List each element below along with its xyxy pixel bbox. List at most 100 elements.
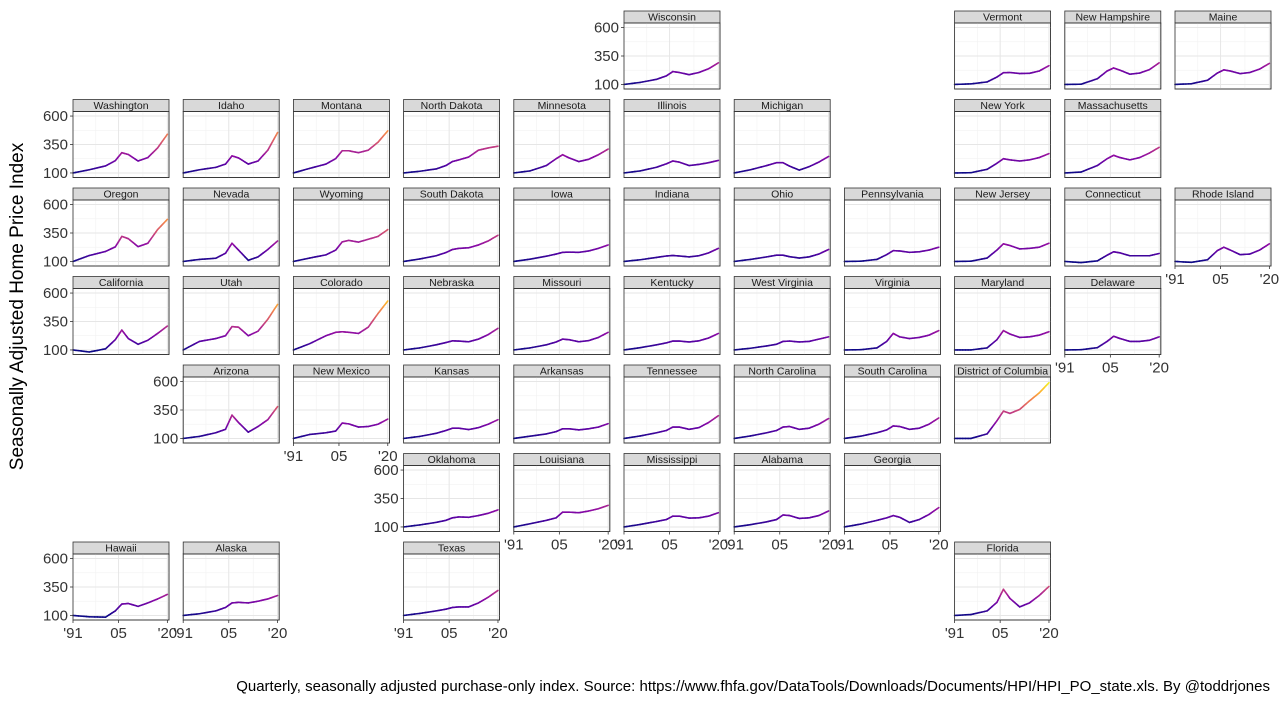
- series-line-segment: [1046, 381, 1050, 386]
- facet-label: New Hampshire: [1075, 12, 1150, 24]
- facet-label: Washington: [93, 100, 148, 112]
- panel-missouri: Missouri: [512, 276, 611, 355]
- x-tick-label: 05: [441, 625, 458, 642]
- panel-border: [733, 465, 831, 532]
- facet-label: California: [99, 277, 144, 289]
- panel-massachusetts: Massachusetts: [1064, 99, 1162, 178]
- facet-label: Arkansas: [540, 366, 584, 378]
- x-tick-label: '91: [63, 625, 83, 642]
- panel-border: [733, 199, 831, 267]
- x-tick-label: 05: [992, 625, 1009, 642]
- panel-border: [182, 553, 280, 621]
- y-tick-label: 350: [43, 314, 68, 331]
- panel-delaware: Delaware: [1064, 276, 1162, 355]
- series-line-segment: [936, 506, 940, 510]
- panel-mississippi: Mississippi: [623, 453, 721, 532]
- series-line-segment: [164, 133, 169, 138]
- facet-label: Hawaii: [105, 543, 137, 555]
- series-line-segment: [385, 300, 389, 304]
- facet-label: Pennsylvania: [861, 189, 924, 201]
- panel-border: [182, 288, 280, 355]
- facet-label: Wyoming: [320, 189, 364, 201]
- facet-label: West Virginia: [751, 277, 813, 289]
- x-tick-label: '91: [504, 537, 524, 554]
- series-line-segment: [1046, 330, 1050, 334]
- series-line-segment: [605, 148, 609, 151]
- panel-border: [403, 288, 501, 355]
- facet-label: Florida: [987, 543, 1019, 555]
- panel-border: [513, 376, 611, 444]
- panel-border: [292, 376, 390, 444]
- panel-border: [1174, 199, 1272, 267]
- panel-border: [954, 553, 1051, 621]
- panel-virginia: Virginia: [843, 276, 941, 355]
- facet-label: Montana: [321, 100, 362, 112]
- series-line-segment: [605, 422, 609, 426]
- facet-label: Alaska: [215, 543, 247, 555]
- facet-label: Georgia: [874, 454, 912, 466]
- series-line-segment: [275, 240, 279, 244]
- x-tick-label: 05: [1212, 271, 1229, 288]
- series-line-segment: [936, 417, 940, 420]
- facet-label: Connecticut: [1085, 189, 1141, 201]
- facet-label: Vermont: [983, 12, 1022, 24]
- y-tick-label: 100: [43, 342, 68, 359]
- series-line-segment: [826, 510, 830, 513]
- series-line-segment: [1266, 62, 1271, 66]
- series-line-segment: [1156, 146, 1160, 150]
- panel-illinois: Illinois: [623, 99, 721, 178]
- panel-nebraska: Nebraska: [402, 276, 501, 355]
- x-tick-label: '20: [1260, 271, 1280, 288]
- facet-label: Utah: [220, 277, 242, 289]
- x-tick-label: '20: [1149, 360, 1169, 377]
- panel-border: [1064, 22, 1162, 90]
- facet-label: Nebraska: [429, 277, 474, 289]
- x-tick-label: '91: [394, 625, 414, 642]
- panel-maine: Maine: [1174, 10, 1272, 90]
- panel-district-of-columbia: District of Columbia: [953, 364, 1051, 444]
- panel-border: [623, 111, 721, 178]
- x-tick-label: '91: [1055, 360, 1075, 377]
- panel-arizona: Arizona: [182, 364, 280, 444]
- panel-border: [844, 376, 941, 444]
- series-line-segment: [715, 511, 720, 515]
- panel-border: [1064, 111, 1162, 178]
- series-line-segment: [715, 414, 720, 418]
- facet-label: Colorado: [320, 277, 363, 289]
- facet-label: Rhode Island: [1192, 189, 1254, 201]
- x-tick-label: '91: [1165, 271, 1185, 288]
- series-line-segment: [605, 504, 609, 507]
- facet-label: Wisconsin: [648, 12, 696, 24]
- panel-hawaii: Hawaii: [72, 541, 170, 621]
- panel-border: [1174, 22, 1272, 90]
- facet-label: Illinois: [657, 100, 686, 112]
- facet-label: South Dakota: [420, 189, 484, 201]
- panel-alaska: Alaska: [182, 541, 280, 621]
- panel-vermont: Vermont: [953, 10, 1051, 90]
- panel-colorado: Colorado: [292, 276, 390, 355]
- panel-border: [623, 465, 721, 532]
- y-tick-label: 100: [43, 165, 68, 182]
- panel-utah: Utah: [182, 276, 280, 355]
- series-line-segment: [495, 234, 499, 238]
- facet-label: Kentucky: [650, 277, 694, 289]
- panel-border: [182, 199, 280, 267]
- series-line-segment: [1156, 62, 1160, 65]
- x-tick-label: '91: [945, 625, 965, 642]
- facet-label: New Mexico: [313, 366, 370, 378]
- facet-label: Texas: [438, 543, 465, 555]
- series-line-segment: [1046, 64, 1050, 68]
- y-tick-label: 350: [374, 491, 399, 508]
- x-tick-label: '20: [819, 537, 839, 554]
- panel-idaho: Idaho: [182, 99, 280, 178]
- panel-border: [403, 553, 501, 621]
- facet-label: North Dakota: [421, 100, 483, 112]
- facet-label: Alabama: [761, 454, 803, 466]
- panel-border: [623, 288, 721, 355]
- panel-oregon: Oregon: [72, 187, 170, 267]
- panel-georgia: Georgia: [843, 453, 941, 532]
- series-line-segment: [1046, 152, 1050, 156]
- panel-border: [954, 111, 1051, 178]
- facet-label: Maryland: [981, 277, 1024, 289]
- y-tick-label: 600: [43, 108, 68, 125]
